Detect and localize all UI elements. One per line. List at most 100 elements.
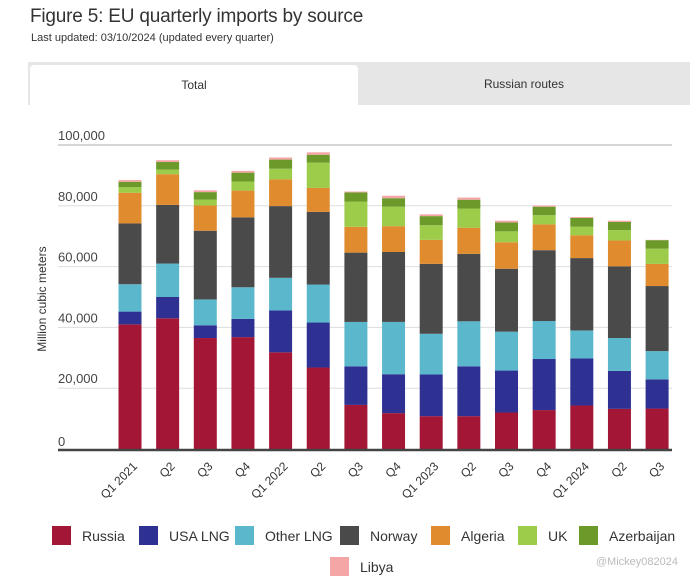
- bar-segment-norway: [607, 266, 631, 339]
- bar-segment-usa-lng: [457, 366, 481, 417]
- bar-segment-norway: [231, 217, 255, 288]
- y-tick-label: 60,000: [58, 250, 98, 265]
- bar-segment-norway: [532, 250, 556, 322]
- legend-label: Libya: [360, 558, 394, 575]
- bar-segment-usa-lng: [382, 374, 406, 414]
- bar-segment-russia: [231, 337, 255, 449]
- bar-segment-algeria: [457, 227, 481, 254]
- bar-segment-usa-lng: [231, 318, 255, 338]
- bar-segment-azerbaijan: [645, 240, 669, 249]
- tab-total[interactable]: Total: [30, 65, 358, 105]
- bar-segment-azerbaijan: [269, 159, 293, 169]
- x-tick-label: Q3: [495, 459, 516, 480]
- x-tick-label: Q3: [646, 459, 667, 480]
- bar-segment-norway: [269, 206, 293, 278]
- bar-segment-other-lng: [118, 284, 142, 312]
- x-tick-label: Q4: [533, 459, 554, 480]
- bar-segment-norway: [382, 252, 406, 322]
- bar-segment-russia: [495, 412, 518, 449]
- legend-item-usa-lng[interactable]: USA LNG: [139, 526, 230, 545]
- x-tick-label: Q2: [157, 459, 178, 480]
- bar-segment-norway: [419, 263, 443, 334]
- bar-segment-azerbaijan: [457, 199, 481, 209]
- bar-segment-uk: [495, 231, 518, 243]
- bar-segment-algeria: [193, 205, 217, 231]
- bar-segment-azerbaijan: [231, 172, 255, 182]
- bar-segment-norway: [495, 268, 518, 332]
- legend-swatch: [431, 526, 450, 545]
- bar-segment-other-lng: [457, 321, 481, 367]
- bar-segment-usa-lng: [118, 311, 142, 325]
- bar-segment-other-lng: [306, 284, 330, 323]
- bar-segment-uk: [645, 248, 669, 264]
- bar-segment-usa-lng: [570, 358, 594, 406]
- legend-swatch: [518, 526, 537, 545]
- bar-segment-uk: [382, 206, 406, 227]
- bar-segment-algeria: [118, 192, 142, 224]
- bar-segment-other-lng: [231, 287, 255, 319]
- x-tick-label: Q1 2024: [549, 459, 592, 502]
- bar-segment-usa-lng: [344, 366, 368, 405]
- legend-item-russia[interactable]: Russia: [52, 526, 125, 545]
- bar-segment-azerbaijan: [344, 192, 368, 202]
- bar-segment-algeria: [532, 224, 556, 251]
- legend-item-other-lng[interactable]: Other LNG: [235, 526, 333, 545]
- bar-segment-usa-lng: [607, 370, 631, 409]
- bar-segment-azerbaijan: [419, 216, 443, 226]
- legend-label: Norway: [370, 527, 418, 544]
- bar-segment-azerbaijan: [193, 192, 217, 200]
- y-tick-label: 80,000: [58, 189, 98, 204]
- watermark: @Mickey082024: [595, 556, 678, 568]
- bar-segment-uk: [532, 215, 556, 225]
- bar-segment-russia: [607, 408, 631, 449]
- bar-segment-norway: [306, 211, 330, 285]
- legend-item-uk[interactable]: UK: [518, 526, 567, 545]
- bar-segment-algeria: [419, 239, 443, 264]
- legend-swatch: [235, 526, 254, 545]
- bar-segment-libya: [570, 217, 594, 218]
- bar-segment-azerbaijan: [532, 206, 556, 216]
- bar-segment-russia: [457, 416, 481, 449]
- bar-segment-russia: [532, 410, 556, 449]
- legend-item-norway[interactable]: Norway: [340, 526, 417, 545]
- bar-segment-uk: [344, 201, 368, 227]
- bar-segment-uk: [607, 230, 631, 241]
- tab-russian-routes[interactable]: Russian routes: [483, 76, 565, 91]
- bar-segment-other-lng: [344, 321, 368, 367]
- legend-swatch: [340, 526, 359, 545]
- legend-item-libya[interactable]: Libya: [330, 557, 393, 576]
- legend-item-azerbaijan[interactable]: Azerbaijan: [579, 526, 675, 545]
- bar-segment-other-lng: [570, 330, 594, 359]
- legend-swatch: [579, 526, 598, 545]
- bar-segment-usa-lng: [645, 379, 669, 409]
- bar-segment-russia: [193, 338, 217, 449]
- x-tick-label: Q3: [194, 459, 215, 480]
- bar-segment-russia: [306, 367, 330, 449]
- bar-segment-uk: [269, 168, 293, 180]
- legend-label: Algeria: [461, 527, 505, 544]
- bar-segment-other-lng: [419, 333, 443, 375]
- bar-segment-azerbaijan: [495, 222, 518, 232]
- bar-segment-libya: [231, 170, 255, 173]
- bar-segment-azerbaijan: [382, 198, 406, 207]
- bar-segment-russia: [118, 324, 142, 449]
- bar-segment-libya: [344, 191, 368, 193]
- legend-label: Russia: [82, 527, 125, 544]
- bar-segment-algeria: [231, 190, 255, 218]
- bar-segment-libya: [382, 195, 406, 199]
- bar-segment-azerbaijan: [118, 181, 142, 188]
- bar-segment-azerbaijan: [570, 217, 594, 227]
- bar-segment-russia: [344, 404, 368, 449]
- bar-segment-uk: [457, 208, 481, 228]
- legend-item-algeria[interactable]: Algeria: [431, 526, 505, 545]
- bar-segment-other-lng: [495, 331, 518, 371]
- y-tick-label: 20,000: [58, 371, 98, 386]
- bar-segment-algeria: [570, 235, 594, 259]
- bar-segment-other-lng: [607, 338, 631, 371]
- bar-segment-azerbaijan: [607, 221, 631, 231]
- bar-segment-uk: [570, 226, 594, 236]
- bar-segment-russia: [419, 416, 443, 449]
- x-tick-label: Q1 2021: [98, 459, 141, 502]
- bar-segment-algeria: [495, 242, 518, 269]
- bar-segment-libya: [193, 190, 217, 193]
